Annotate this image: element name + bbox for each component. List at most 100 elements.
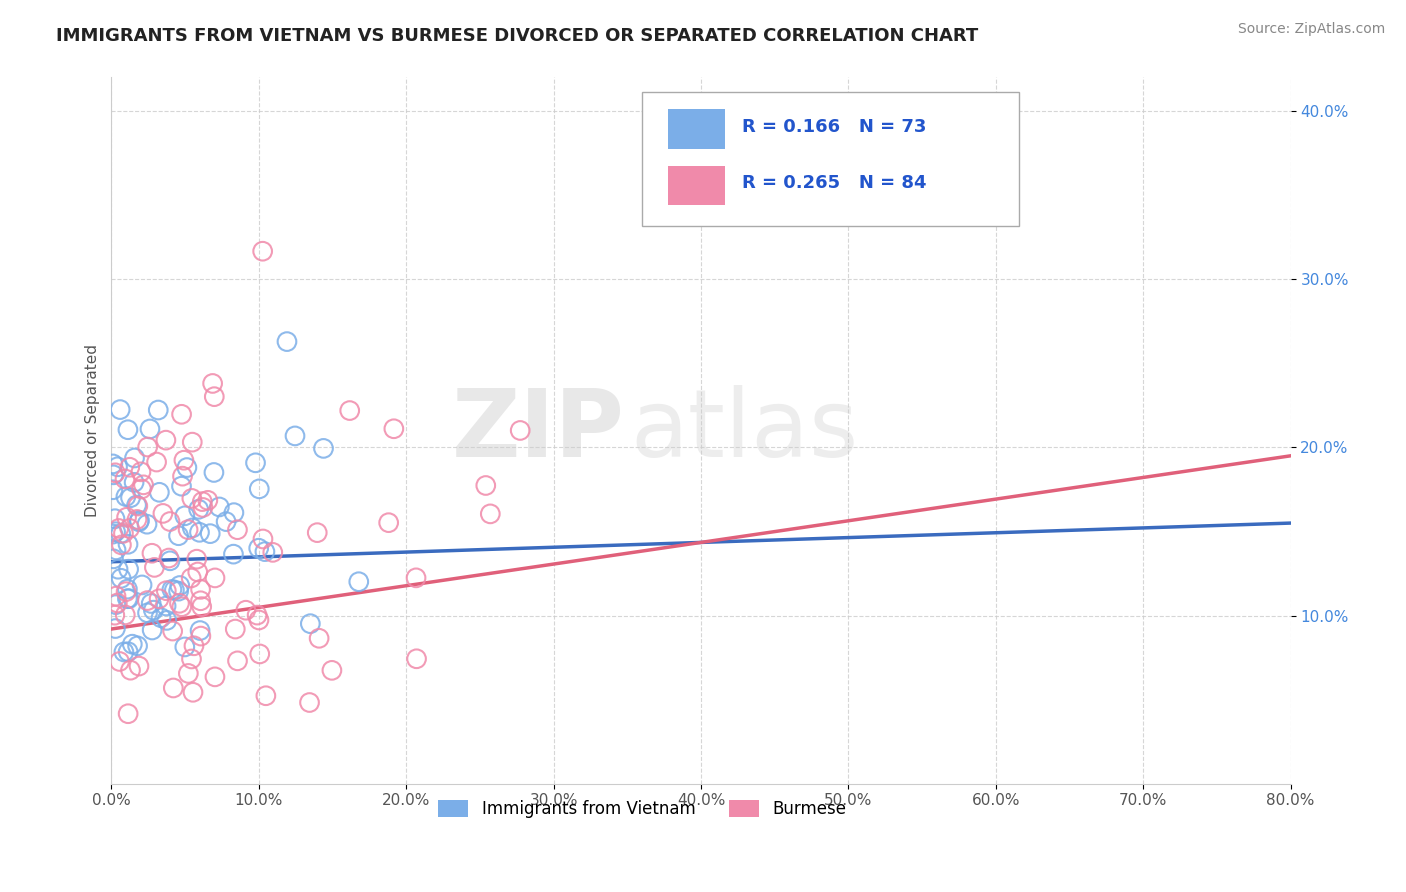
Legend: Immigrants from Vietnam, Burmese: Immigrants from Vietnam, Burmese (432, 793, 852, 825)
Point (104, 598, 127, 612)
Point (247, 613, 270, 627)
Point (339, 403, 361, 417)
Point (252, 532, 274, 546)
Point (121, 637, 143, 651)
Point (204, 670, 226, 684)
Point (197, 493, 219, 508)
Point (132, 478, 155, 492)
Point (186, 552, 208, 566)
Point (204, 571, 226, 585)
Point (249, 647, 271, 661)
Point (127, 499, 149, 513)
Point (377, 516, 399, 530)
Point (125, 512, 148, 526)
Point (101, 527, 124, 541)
Point (117, 537, 139, 551)
Point (156, 613, 179, 627)
Point (177, 523, 200, 537)
Point (405, 571, 427, 585)
Point (155, 599, 177, 613)
Point (118, 460, 141, 475)
Point (163, 582, 186, 597)
Point (276, 334, 298, 349)
Point (170, 479, 193, 493)
Point (107, 521, 129, 535)
Point (131, 578, 153, 592)
Point (110, 538, 132, 552)
Point (167, 584, 190, 599)
Point (190, 599, 212, 614)
Point (105, 543, 128, 558)
Point (142, 603, 165, 617)
Point (159, 554, 181, 568)
Point (246, 608, 269, 623)
Point (262, 545, 284, 559)
Point (177, 666, 200, 681)
Point (115, 584, 138, 599)
Point (162, 681, 184, 695)
Point (180, 491, 202, 506)
Point (169, 596, 191, 610)
Point (382, 422, 405, 436)
FancyBboxPatch shape (668, 166, 724, 205)
Point (347, 574, 370, 589)
Point (222, 506, 245, 520)
Point (252, 244, 274, 259)
Point (188, 624, 211, 638)
Point (160, 582, 183, 597)
Point (200, 526, 222, 541)
Point (108, 402, 131, 417)
Point (190, 582, 212, 597)
Point (139, 422, 162, 436)
Point (180, 571, 202, 585)
Point (202, 390, 225, 404)
Point (141, 597, 163, 611)
Point (157, 551, 180, 566)
Point (190, 594, 212, 608)
Point (136, 517, 159, 532)
Point (104, 608, 127, 623)
Point (112, 526, 135, 541)
Point (254, 689, 277, 703)
Point (173, 640, 195, 654)
Point (118, 521, 141, 535)
Point (131, 482, 153, 496)
Point (118, 591, 141, 606)
Point (183, 639, 205, 653)
Point (307, 525, 329, 540)
Text: Source: ZipAtlas.com: Source: ZipAtlas.com (1237, 22, 1385, 37)
Text: atlas: atlas (630, 384, 859, 476)
Point (117, 423, 139, 437)
Point (247, 482, 270, 496)
Point (169, 578, 191, 592)
Point (253, 544, 276, 558)
Point (187, 502, 209, 516)
Point (479, 507, 502, 521)
Point (312, 442, 335, 456)
Point (128, 659, 150, 673)
Point (127, 639, 149, 653)
Point (120, 491, 142, 505)
Point (117, 562, 139, 576)
Point (110, 571, 132, 585)
Point (103, 467, 125, 482)
Point (112, 645, 135, 659)
Point (176, 460, 198, 475)
Point (509, 424, 531, 438)
Point (104, 622, 127, 636)
Point (145, 455, 167, 469)
Point (114, 607, 136, 622)
Point (170, 599, 193, 614)
Text: ZIP: ZIP (451, 384, 624, 476)
Point (148, 403, 170, 417)
Point (321, 664, 343, 678)
Point (215, 515, 238, 529)
Point (117, 706, 139, 721)
Point (181, 435, 204, 450)
Text: IMMIGRANTS FROM VIETNAM VS BURMESE DIVORCED OR SEPARATED CORRELATION CHART: IMMIGRANTS FROM VIETNAM VS BURMESE DIVOR… (56, 27, 979, 45)
Point (125, 498, 148, 512)
Point (299, 616, 322, 631)
Point (226, 654, 249, 668)
Point (122, 475, 145, 490)
Point (107, 562, 129, 576)
